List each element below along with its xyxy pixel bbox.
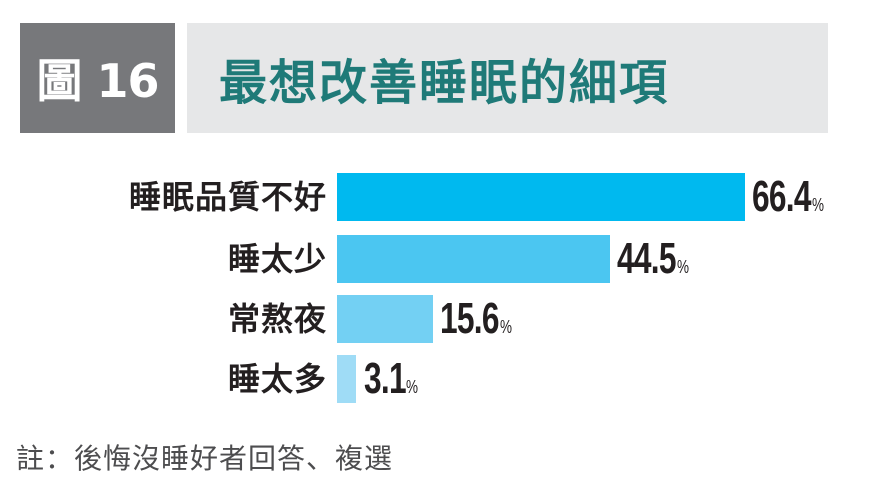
value-number: 66.4 xyxy=(752,172,811,221)
value-number: 3.1 xyxy=(364,354,407,403)
figure-number: 圖 16 xyxy=(36,54,159,108)
figure-number-box: 圖 16 xyxy=(20,23,175,133)
category-label: 睡太少 xyxy=(227,240,327,278)
value-label: 15.6% xyxy=(440,295,516,343)
bar-row: 睡太多 3.1% xyxy=(0,355,870,403)
value-label: 3.1% xyxy=(364,355,422,403)
value-number: 15.6 xyxy=(440,294,499,343)
footnote: 註：後悔沒睡好者回答、複選 xyxy=(16,442,394,475)
category-label: 睡眠品質不好 xyxy=(128,178,327,216)
bar xyxy=(337,173,745,221)
bar-row: 睡眠品質不好 66.4% xyxy=(0,173,870,221)
value-unit: % xyxy=(406,377,419,397)
chart-title: 最想改善睡眠的細項 xyxy=(219,55,670,111)
bar-row: 睡太少 44.5% xyxy=(0,235,870,283)
bar xyxy=(337,355,356,403)
value-unit: % xyxy=(499,317,512,337)
title-box: 最想改善睡眠的細項 xyxy=(187,23,828,133)
value-label: 44.5% xyxy=(617,235,693,283)
bar-row: 常熬夜 15.6% xyxy=(0,295,870,343)
category-label: 睡太多 xyxy=(227,360,327,398)
value-label: 66.4% xyxy=(752,173,828,221)
category-label: 常熬夜 xyxy=(227,300,327,338)
value-unit: % xyxy=(676,257,689,277)
bar xyxy=(337,235,610,283)
value-unit: % xyxy=(811,195,824,215)
value-number: 44.5 xyxy=(617,234,676,283)
bar xyxy=(337,295,433,343)
